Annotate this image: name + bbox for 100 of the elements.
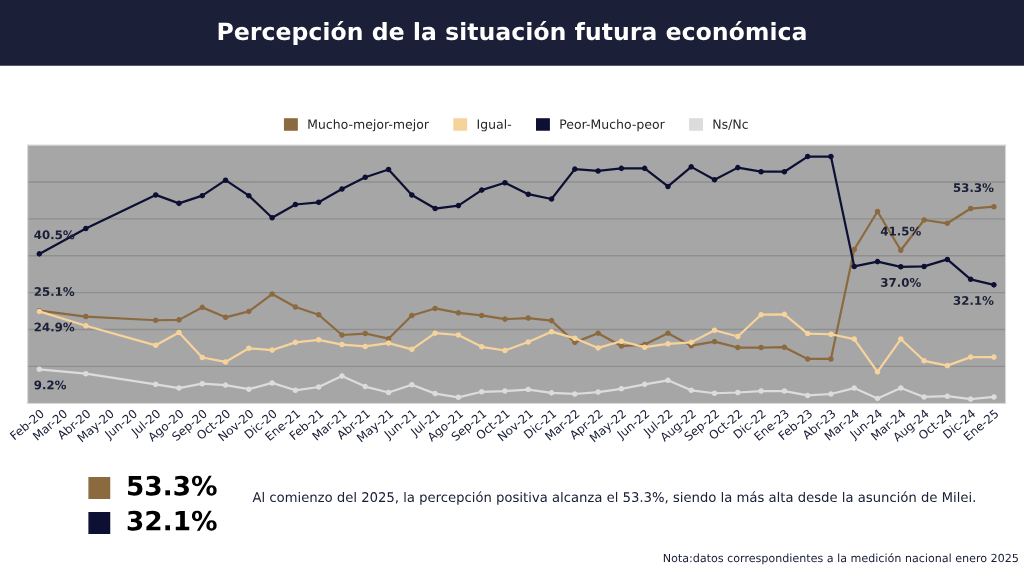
point (455, 202, 462, 209)
point (781, 311, 788, 318)
point (315, 384, 322, 390)
point (362, 343, 369, 350)
point (432, 390, 438, 397)
point (618, 343, 625, 349)
data-label: 25.1% (34, 287, 75, 297)
point (246, 345, 252, 352)
point (665, 341, 671, 347)
point (781, 388, 788, 394)
point (199, 304, 206, 311)
point (688, 387, 695, 394)
point (572, 339, 578, 346)
point (944, 256, 951, 263)
point (944, 393, 951, 399)
data-label: 9.2% (34, 380, 67, 390)
point (152, 381, 159, 388)
point (665, 377, 671, 384)
point (36, 366, 43, 373)
point (548, 390, 555, 396)
point (595, 389, 601, 395)
point (758, 168, 764, 175)
point (967, 354, 974, 360)
chart-title: Percepción de la situación futura económica (218, 21, 806, 45)
point (176, 317, 182, 323)
point (315, 311, 322, 318)
point (898, 264, 904, 270)
legend-label: Peor-Mucho-peor (560, 119, 665, 132)
legend-label: Mucho-mejor-mejor (308, 119, 429, 132)
legend-label: Ns/Nc (713, 119, 748, 130)
point (315, 199, 322, 206)
text: Nota:datos correspondientes a la medición nacional enero 2025 (663, 553, 1018, 565)
point (851, 263, 858, 270)
point (362, 174, 369, 181)
point (83, 323, 89, 329)
point (222, 359, 229, 365)
point (874, 208, 881, 215)
point (804, 330, 811, 337)
text: Al comienzo del 2025, la percepción positiva alcanza el 53.3%, siendo la más alta desde la asunción de Milei. (252, 491, 975, 505)
point (222, 314, 229, 321)
point (991, 282, 997, 288)
point (921, 394, 927, 400)
point (152, 192, 159, 198)
point (572, 335, 578, 342)
point (152, 317, 159, 324)
point (199, 192, 206, 199)
point (502, 316, 508, 322)
point (711, 327, 718, 333)
point (269, 380, 275, 386)
point (711, 390, 718, 397)
point (991, 394, 997, 400)
point (525, 339, 532, 345)
point (385, 166, 392, 173)
point (269, 347, 275, 353)
point (152, 342, 159, 349)
point (432, 330, 438, 336)
point (874, 395, 881, 402)
text: 32.1% (127, 510, 217, 531)
point (222, 177, 229, 183)
point (246, 308, 252, 315)
point (199, 380, 206, 387)
point (781, 344, 788, 350)
point (292, 201, 299, 208)
point (618, 338, 625, 345)
point (898, 247, 904, 253)
point (828, 331, 834, 338)
text: 53.3% (127, 475, 217, 496)
point (339, 373, 345, 379)
point (83, 313, 89, 320)
point (455, 332, 462, 338)
point (828, 153, 834, 160)
point (851, 246, 858, 253)
point (409, 192, 415, 198)
legend-label: Igual- (477, 119, 512, 132)
point (502, 179, 508, 186)
point (641, 165, 648, 172)
point (385, 389, 392, 396)
point (898, 336, 904, 342)
point (572, 166, 578, 172)
point (735, 333, 741, 340)
point (246, 386, 252, 392)
point (967, 205, 974, 212)
point (595, 330, 601, 336)
point (362, 330, 369, 337)
point (781, 168, 788, 175)
point (735, 164, 741, 171)
point (967, 396, 974, 402)
point (851, 336, 858, 342)
point (176, 385, 182, 391)
point (478, 312, 485, 319)
point (409, 312, 415, 319)
point (292, 339, 299, 346)
point (548, 196, 555, 202)
point (967, 276, 974, 283)
point (851, 385, 858, 391)
point (478, 187, 485, 193)
point (874, 258, 881, 265)
point (641, 381, 648, 388)
point (874, 369, 881, 375)
point (665, 330, 671, 336)
